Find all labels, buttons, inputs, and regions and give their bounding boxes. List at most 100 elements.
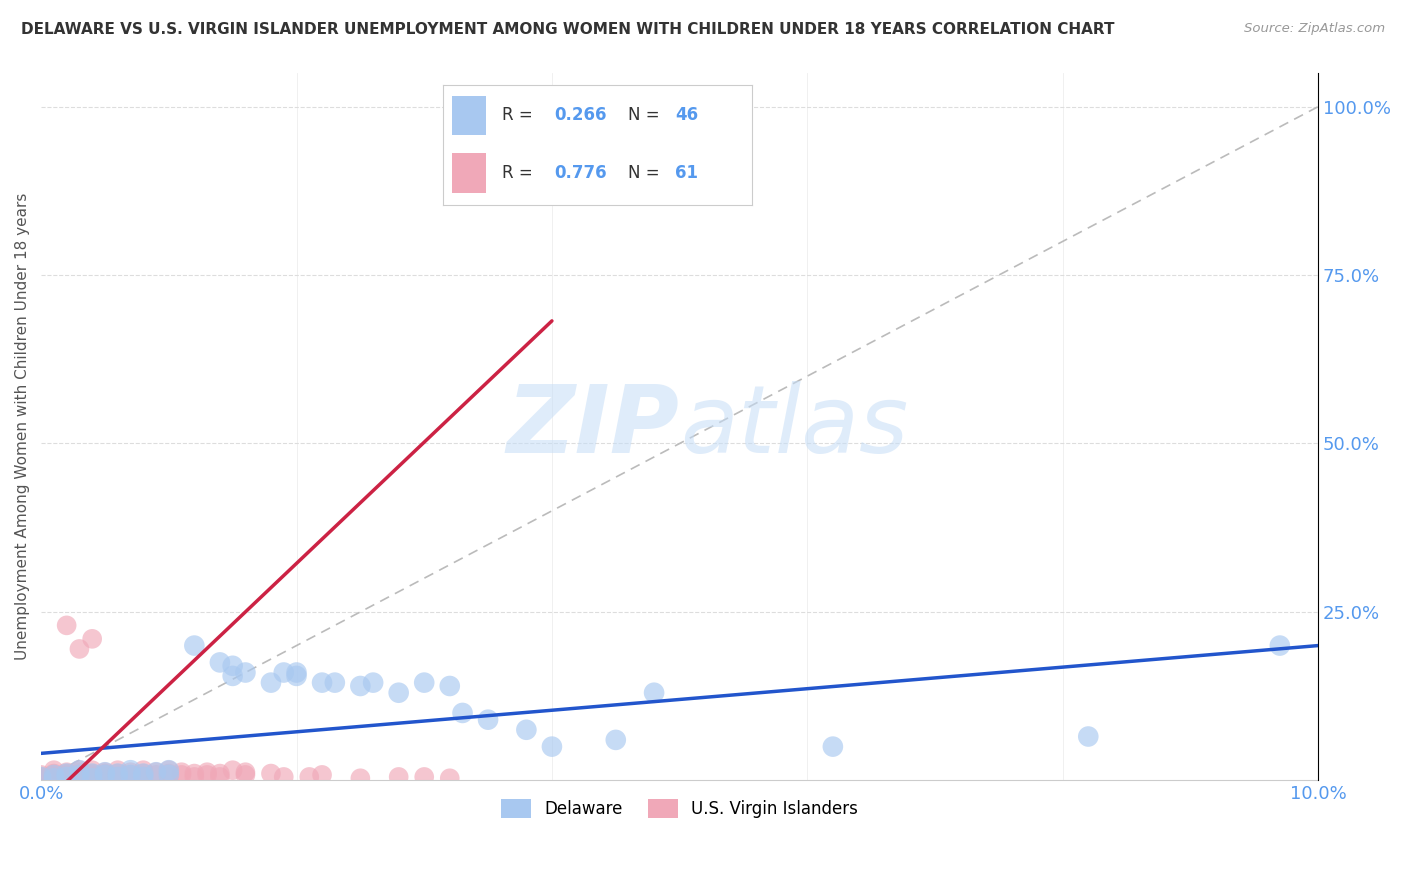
Point: [260, 766, 283, 780]
Point: [55, 772, 77, 786]
Point: [67, 768, 90, 782]
Point: [67, 763, 90, 777]
Point: [107, 770, 129, 784]
Point: [477, 713, 499, 727]
Point: [30, 772, 52, 786]
Point: [311, 768, 333, 782]
Point: [323, 675, 346, 690]
Point: [311, 675, 333, 690]
Point: [235, 665, 257, 680]
Point: [94, 770, 117, 784]
Text: DELAWARE VS U.S. VIRGIN ISLANDER UNEMPLOYMENT AMONG WOMEN WITH CHILDREN UNDER 18: DELAWARE VS U.S. VIRGIN ISLANDER UNEMPLO…: [21, 22, 1115, 37]
Point: [42, 763, 65, 777]
Point: [183, 770, 205, 784]
Point: [221, 658, 243, 673]
Point: [643, 686, 665, 700]
Point: [42, 766, 65, 780]
Point: [1077, 730, 1099, 744]
Point: [157, 768, 180, 782]
Point: [132, 766, 155, 780]
Text: 61: 61: [675, 164, 697, 182]
Text: N =: N =: [628, 106, 665, 125]
Point: [208, 766, 231, 780]
Point: [107, 766, 129, 780]
Point: [413, 675, 436, 690]
Point: [515, 723, 537, 737]
Text: ZIP: ZIP: [506, 381, 679, 473]
Legend: Delaware, U.S. Virgin Islanders: Delaware, U.S. Virgin Islanders: [495, 792, 865, 825]
Point: [349, 772, 371, 786]
Point: [120, 763, 142, 777]
Point: [107, 763, 129, 777]
Text: 0.266: 0.266: [554, 106, 607, 125]
Point: [55, 765, 77, 780]
Point: [82, 768, 104, 782]
Point: [120, 768, 142, 782]
Point: [82, 766, 104, 780]
Point: [82, 770, 104, 784]
Point: [82, 632, 104, 646]
Point: [170, 765, 193, 780]
Point: [94, 766, 117, 780]
Point: [55, 618, 77, 632]
Point: [157, 770, 180, 784]
Point: [30, 768, 52, 782]
Point: [439, 679, 461, 693]
Point: [1268, 639, 1291, 653]
Point: [235, 768, 257, 782]
Point: [170, 768, 193, 782]
Point: [349, 679, 371, 693]
Text: Source: ZipAtlas.com: Source: ZipAtlas.com: [1244, 22, 1385, 36]
Point: [451, 706, 474, 720]
Point: [413, 770, 436, 784]
Point: [82, 772, 104, 786]
Point: [145, 765, 167, 780]
Point: [94, 768, 117, 782]
Point: [439, 772, 461, 786]
Point: [30, 770, 52, 784]
Point: [195, 765, 218, 780]
Point: [145, 768, 167, 782]
Bar: [453, 95, 486, 136]
Point: [388, 686, 411, 700]
Text: R =: R =: [502, 164, 537, 182]
Point: [132, 770, 155, 784]
Text: R =: R =: [502, 106, 537, 125]
Point: [82, 766, 104, 780]
Point: [94, 768, 117, 782]
Point: [67, 763, 90, 777]
Point: [120, 770, 142, 784]
Point: [235, 765, 257, 780]
Point: [132, 766, 155, 780]
Point: [132, 763, 155, 777]
Point: [605, 732, 627, 747]
Point: [157, 763, 180, 777]
Point: [298, 770, 321, 784]
Point: [221, 669, 243, 683]
Point: [42, 772, 65, 786]
Point: [285, 669, 308, 683]
Point: [30, 770, 52, 784]
Point: [67, 765, 90, 780]
Point: [285, 665, 308, 680]
Point: [67, 642, 90, 657]
Point: [94, 765, 117, 780]
Point: [107, 766, 129, 780]
Point: [541, 739, 564, 754]
Point: [208, 770, 231, 784]
Point: [157, 763, 180, 777]
Point: [55, 770, 77, 784]
Y-axis label: Unemployment Among Women with Children Under 18 years: Unemployment Among Women with Children U…: [15, 193, 30, 660]
Point: [55, 766, 77, 780]
Point: [273, 770, 295, 784]
Point: [132, 770, 155, 784]
Point: [82, 763, 104, 777]
Point: [55, 768, 77, 782]
Bar: [453, 153, 486, 193]
Point: [145, 765, 167, 780]
Point: [42, 768, 65, 782]
Point: [120, 768, 142, 782]
Point: [273, 665, 295, 680]
Point: [55, 770, 77, 784]
Text: N =: N =: [628, 164, 665, 182]
